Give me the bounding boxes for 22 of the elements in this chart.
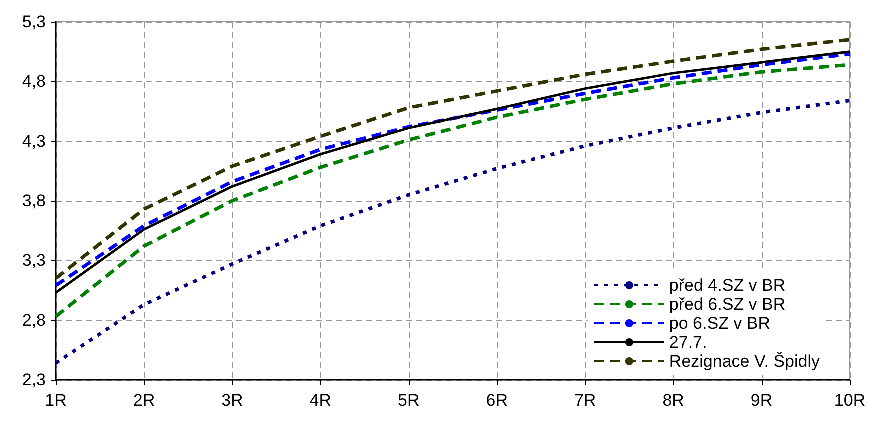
y-tick-label: 3,3 xyxy=(22,251,46,270)
y-tick-label: 2,8 xyxy=(22,310,46,330)
y-tick-label: 4,8 xyxy=(22,72,46,92)
legend-label: 27.7. xyxy=(669,333,708,352)
x-tick-label: 7R xyxy=(574,391,596,410)
y-tick-label: 5,3 xyxy=(22,12,46,32)
x-tick-label: 3R xyxy=(222,391,244,410)
x-tick-label: 10R xyxy=(834,391,866,410)
y-tick-label: 2,3 xyxy=(22,370,46,390)
x-tick-label: 6R xyxy=(486,391,508,410)
legend-label: Rezignace V. Špidly xyxy=(669,352,820,371)
x-tick-label: 9R xyxy=(750,391,773,410)
y-tick-label: 4,3 xyxy=(22,132,46,151)
legend-label: před 6.SZ v BR xyxy=(669,295,786,314)
x-tick-label: 8R xyxy=(662,391,684,410)
legend-label: po 6.SZ v BR xyxy=(669,314,771,333)
x-tick-label: 4R xyxy=(310,391,332,410)
x-tick-label: 5R xyxy=(398,391,420,410)
y-tick-label: 3,8 xyxy=(22,192,46,210)
legend-label: před 4.SZ v BR xyxy=(669,276,786,295)
x-tick-label: 1R xyxy=(45,391,67,410)
x-tick-label: 2R xyxy=(133,391,156,410)
